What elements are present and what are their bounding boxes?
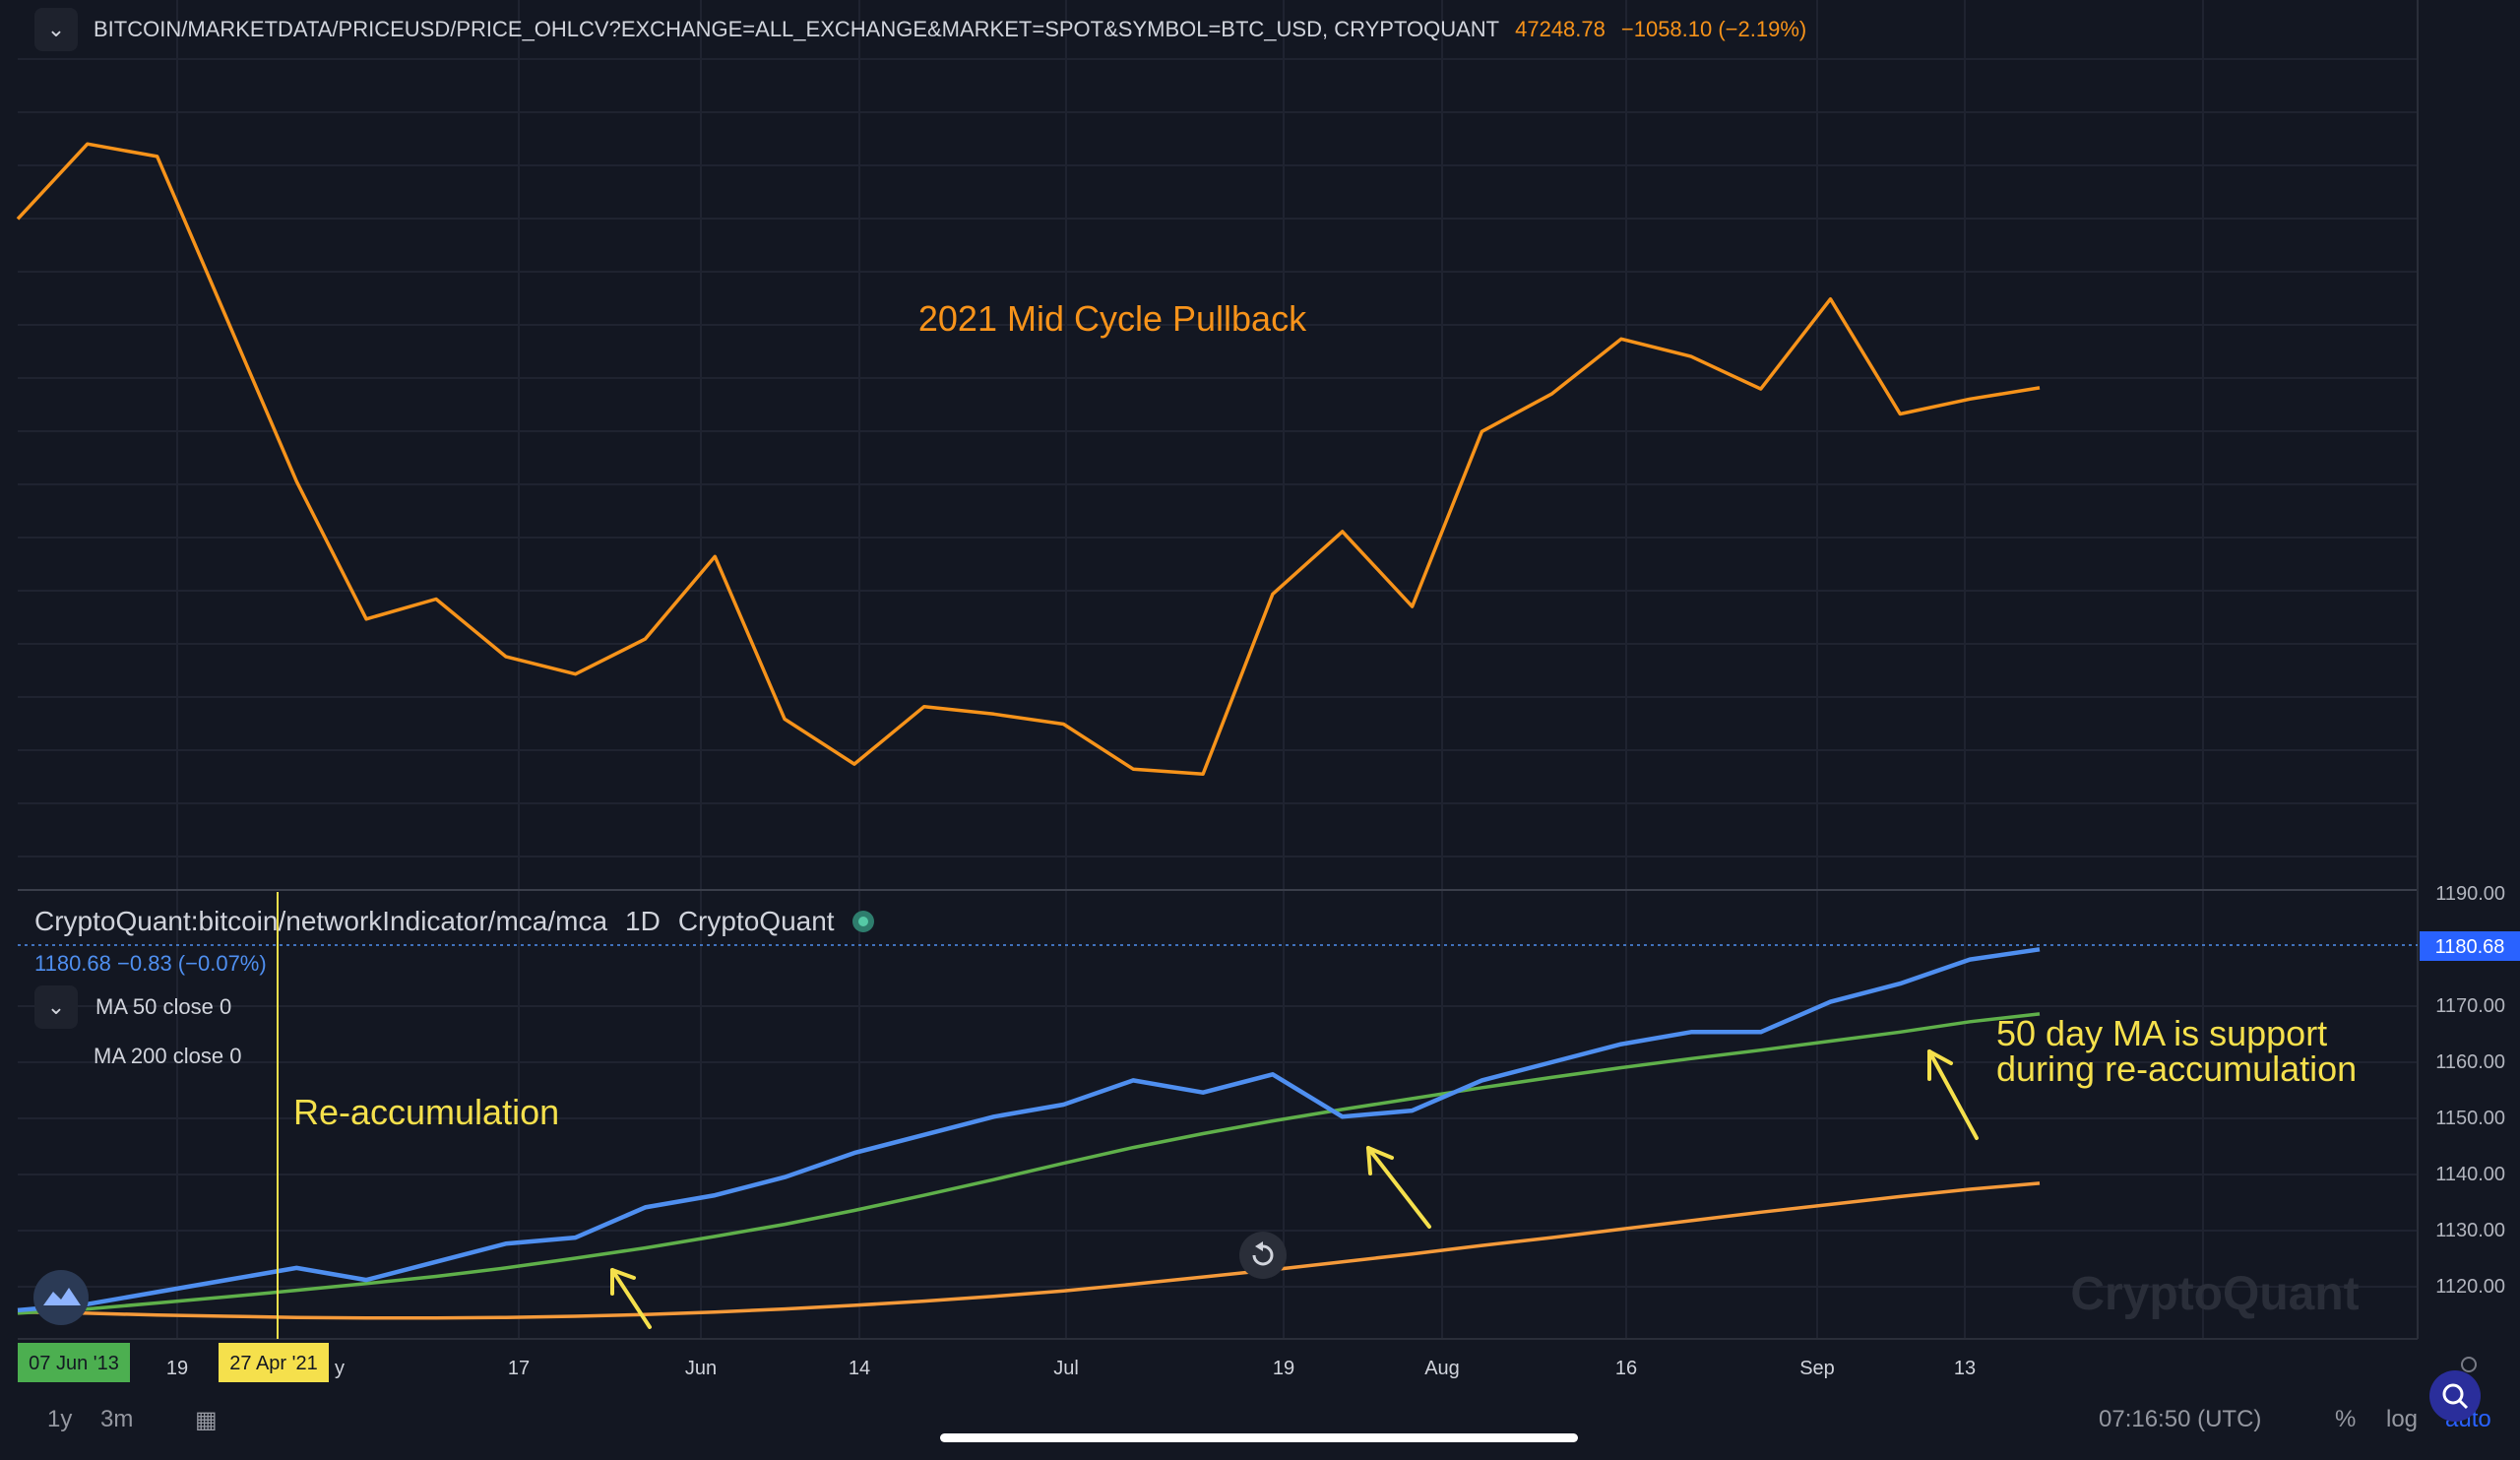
indicator-interval: 1D (625, 906, 661, 936)
reset-icon (1252, 1244, 1274, 1266)
ma200-line (17, 1181, 2041, 1320)
chevron-down-icon: ⌄ (46, 17, 66, 41)
price-change: −1058.10 (−2.19%) (1620, 17, 1807, 41)
horizontal-gridlines (18, 58, 2418, 1288)
indicator-change: −0.83 (−0.07%) (117, 951, 267, 976)
price-tick-label: 1130.00 (2435, 1220, 2505, 1241)
time-tick-label: Jul (1053, 1358, 1079, 1379)
ma50-label: MA 50 close 0 (95, 994, 232, 1019)
percent-toggle[interactable]: % (2335, 1406, 2357, 1432)
log-toggle[interactable]: log (2386, 1406, 2419, 1432)
search-icon (2442, 1383, 2469, 1410)
search-button[interactable] (2429, 1370, 2481, 1422)
mca-line (17, 947, 2041, 1313)
arrow-1 (610, 1268, 652, 1329)
price-tick-label: 1120.00 (2435, 1276, 2505, 1298)
settings-gear-icon[interactable] (2461, 1357, 2477, 1372)
current-value-text: 1180.68 (2435, 936, 2505, 958)
current-value-badge (2420, 931, 2520, 961)
indicator-value-row: 1180.68 −0.83 (−0.07%) (34, 951, 267, 977)
watermark: CryptoQuant (2070, 1268, 2359, 1320)
annotation-arrows (610, 1049, 1979, 1329)
time-tick-label: 16 (1615, 1358, 1637, 1379)
time-tick-label: 19 (1273, 1358, 1294, 1379)
price-tick-label: 1160.00 (2435, 1051, 2505, 1073)
support-label-line1: 50 day MA is support (1996, 1013, 2327, 1053)
utc-clock[interactable]: 07:16:50 (UTC) (2099, 1406, 2262, 1432)
ma50-line (17, 1012, 2041, 1315)
reaccumulation-label: Re-accumulation (293, 1092, 559, 1132)
reset-chart-button[interactable] (1239, 1232, 1287, 1279)
time-tick-label: Sep (1799, 1358, 1835, 1379)
arrow-2 (1366, 1146, 1431, 1229)
time-tick-label: 19 (166, 1358, 188, 1379)
indicator-source: CryptoQuant (677, 906, 835, 936)
chevron-down-icon: ⌄ (46, 994, 66, 1019)
support-label-line2: during re-accumulation (1996, 1048, 2357, 1089)
home-indicator (940, 1433, 1578, 1442)
ma200-label: MA 200 close 0 (94, 1044, 242, 1068)
logo-badge[interactable] (33, 1270, 89, 1325)
time-tick-label: 17 (508, 1358, 530, 1379)
price-tick-label: 1140.00 (2435, 1164, 2505, 1185)
range-3m-button[interactable]: 3m (100, 1406, 134, 1432)
cursor-date-text: 27 Apr '21 (229, 1353, 317, 1374)
collapse-legend-button[interactable]: ⌄ (34, 8, 78, 51)
live-status-dot (851, 911, 874, 932)
calendar-icon[interactable]: ▦ (195, 1407, 218, 1433)
indicator-name[interactable]: CryptoQuant:bitcoin/networkIndicator/mca… (34, 906, 608, 936)
chart-title-annotation: 2021 Mid Cycle Pullback (918, 298, 1307, 339)
main-series-legend: ⌄ BITCOIN/MARKETDATA/PRICEUSD/PRICE_OHLC… (34, 8, 1807, 51)
cursor-date-badge (219, 1343, 329, 1382)
indicator-legend: CryptoQuant:bitcoin/networkIndicator/mca… (34, 906, 874, 937)
btc-price-line (16, 142, 2041, 777)
time-tick-label: 13 (1954, 1358, 1976, 1379)
left-date-badge (18, 1343, 130, 1382)
price-tick-label: 1150.00 (2435, 1108, 2505, 1129)
cursor-date-suffix: y (335, 1358, 345, 1379)
collapse-ma-button[interactable]: ⌄ (34, 985, 78, 1029)
range-1y-button[interactable]: 1y (47, 1406, 73, 1432)
time-axis[interactable]: 19 17 Jun 14 Jul 19 Aug 16 Sep 13 (166, 1358, 1976, 1379)
arrow-3 (1927, 1049, 1979, 1140)
indicator-value: 1180.68 (34, 951, 111, 976)
last-price: 47248.78 (1515, 17, 1606, 41)
price-tick-label: 1190.00 (2435, 883, 2505, 905)
price-axis[interactable]: 1190.00 1170.00 1160.00 1150.00 1140.00 1130.… (2435, 883, 2505, 1298)
left-date-text: 07 Jun '13 (29, 1353, 119, 1374)
price-tick-label: 1170.00 (2435, 995, 2505, 1017)
time-tick-label: 14 (849, 1358, 870, 1379)
ma50-legend[interactable]: ⌄ MA 50 close 0 (34, 985, 231, 1029)
time-tick-label: Aug (1424, 1358, 1460, 1379)
symbol-label: BITCOIN/MARKETDATA/PRICEUSD/PRICE_OHLCV?… (94, 17, 1500, 41)
vertical-gridlines (176, 0, 2204, 1339)
ma200-legend[interactable]: MA 200 close 0 (94, 1044, 241, 1069)
mountain-icon (43, 1288, 81, 1305)
time-tick-label: Jun (685, 1358, 717, 1379)
